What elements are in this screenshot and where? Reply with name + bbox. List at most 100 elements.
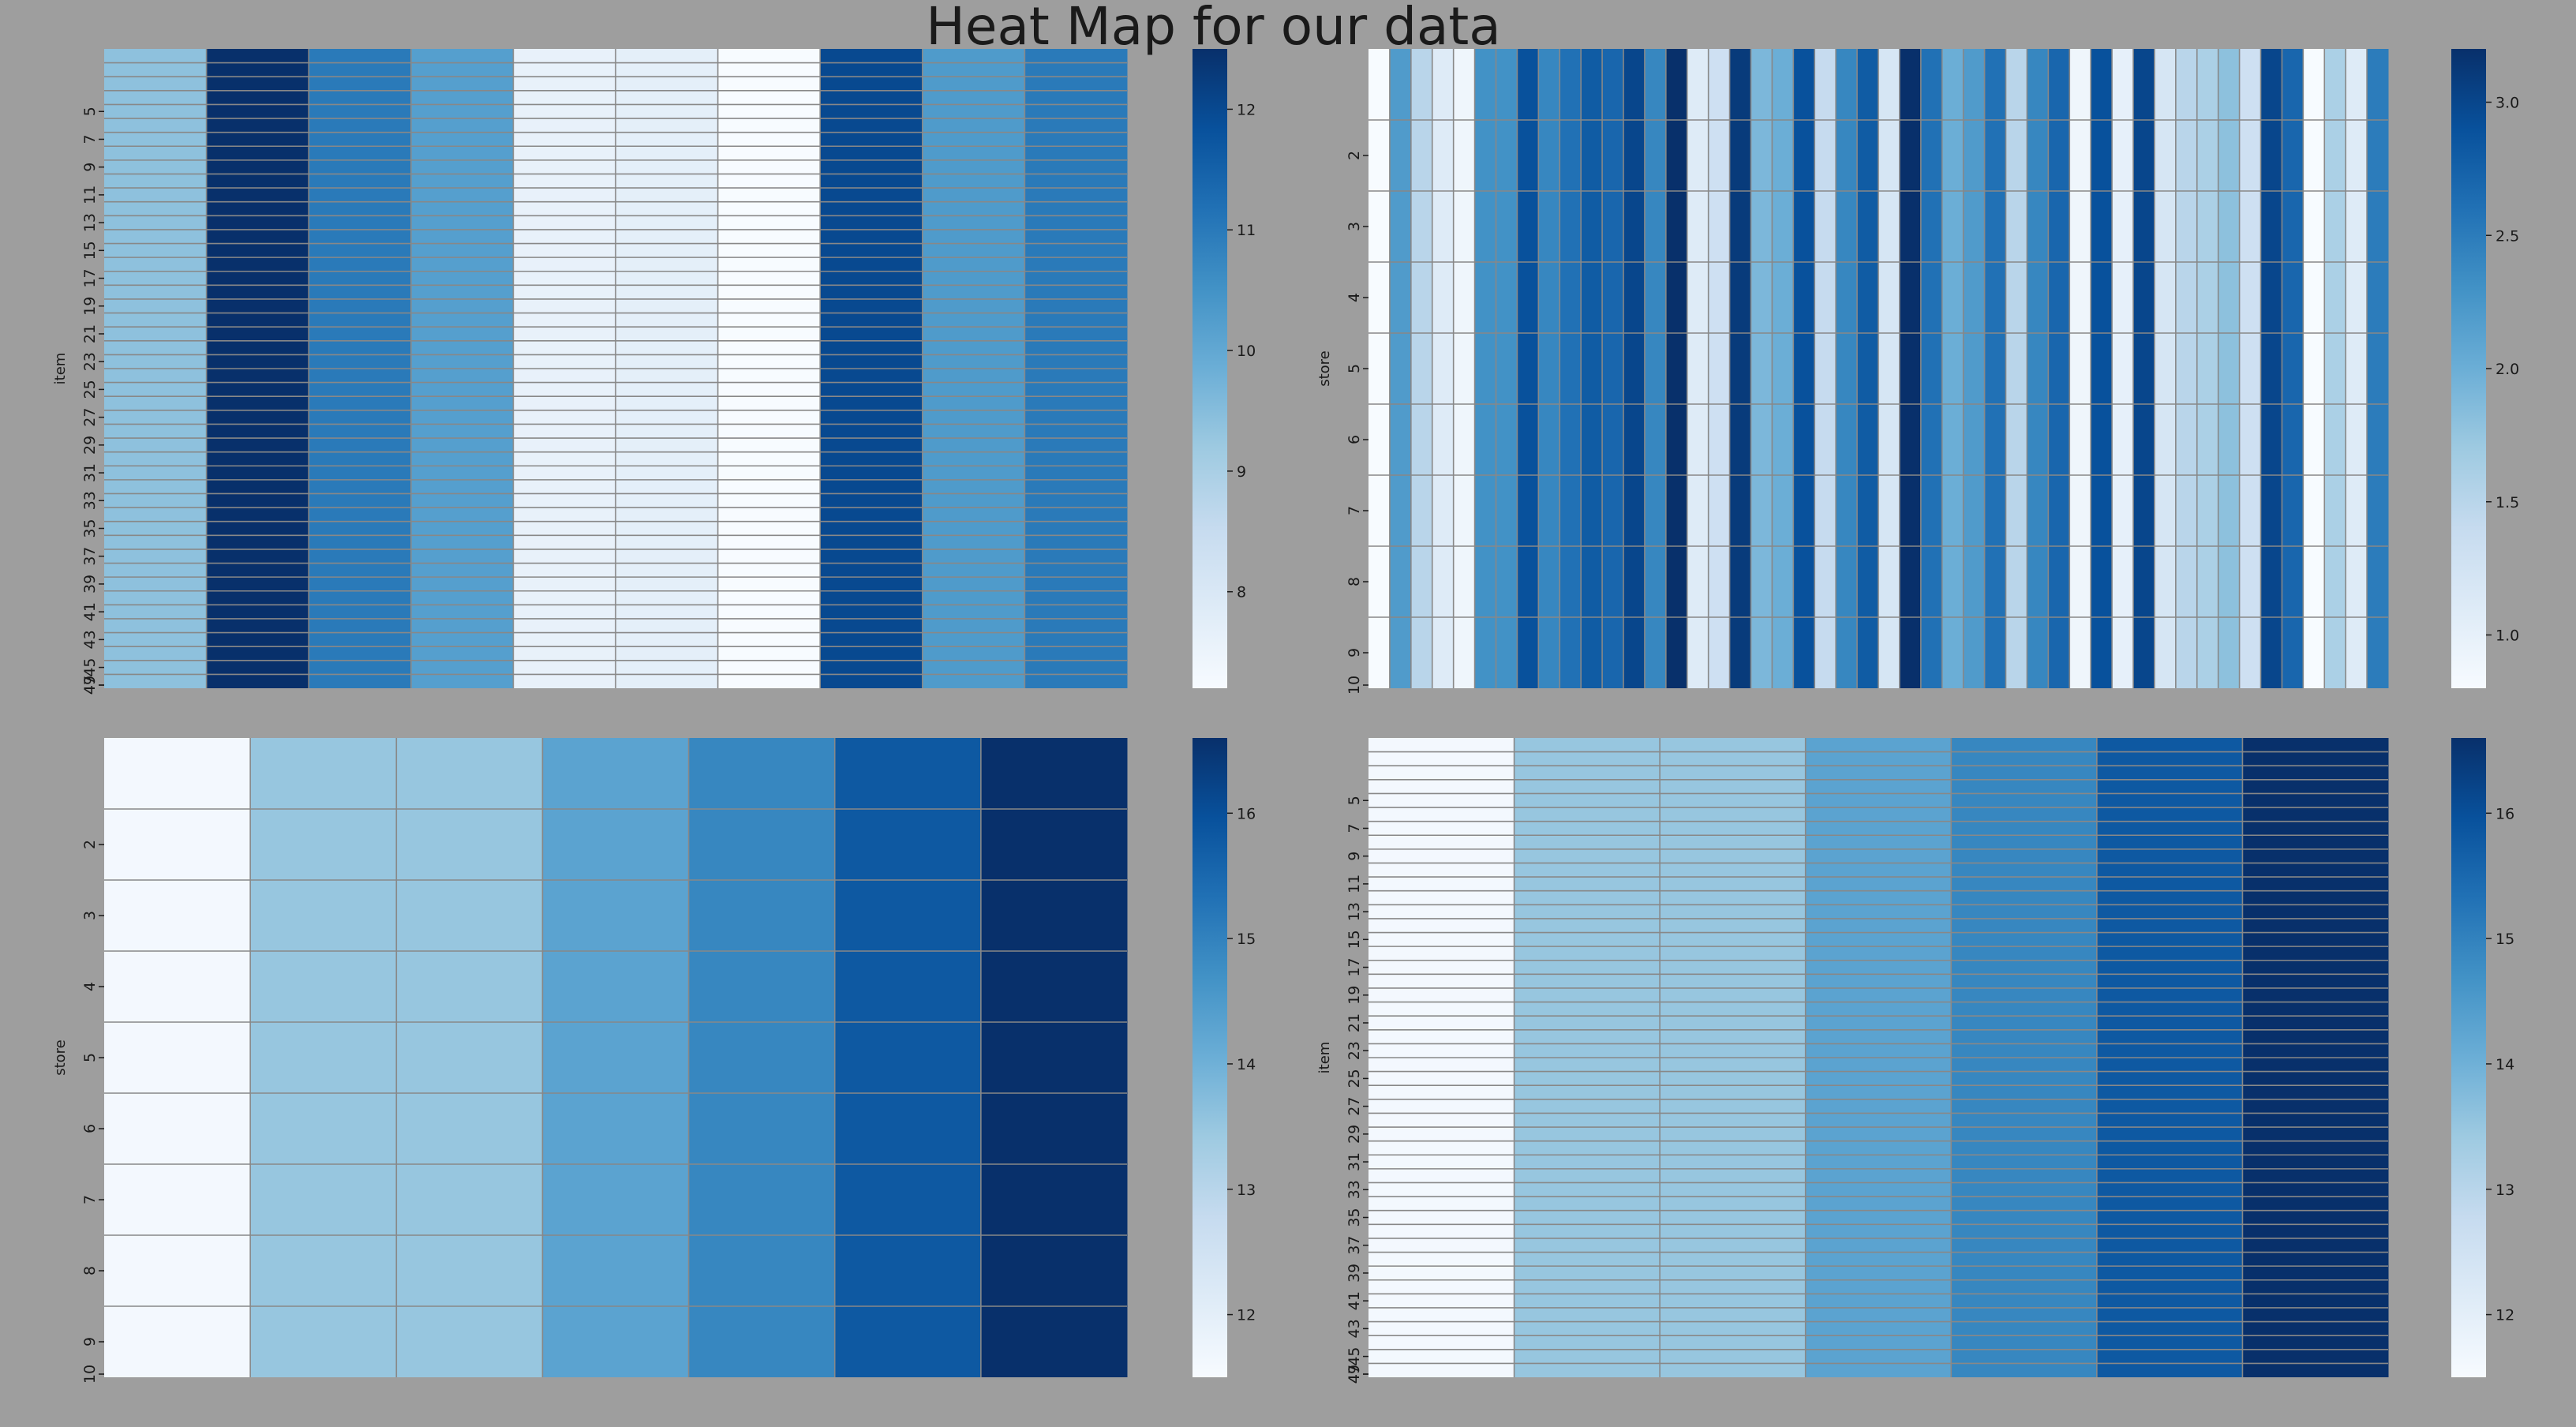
y-tick-label: 41 (1346, 1291, 1363, 1310)
y-tick-label: 2 (81, 840, 99, 849)
y-tick-label: 6 (81, 1124, 99, 1133)
heatmap-grid (104, 49, 1127, 688)
heatmap-cell-column-15 (1665, 49, 1688, 688)
colorbar-gradient (1193, 738, 1227, 1377)
heatmap-cell-column-6 (1474, 49, 1496, 688)
y-tick-label: 37 (1346, 1236, 1363, 1255)
y-tick-label: 29 (1346, 1125, 1363, 1144)
heatmap-cell-column-2 (250, 738, 397, 1377)
y-tick-label: 2 (1346, 151, 1363, 160)
y-tick-label: 7 (81, 134, 99, 144)
y-tick-label: 7 (1346, 823, 1363, 833)
heatmap-cell-column-10 (1559, 49, 1582, 688)
y-tick-label: 13 (1346, 902, 1363, 921)
heatmap-cell-column-5 (688, 738, 836, 1377)
y-tick-label: 37 (81, 547, 99, 566)
y-tick-label: 15 (1346, 930, 1363, 949)
y-axis-ticks: 2 3 4 5 6 7 8 9 10 (81, 840, 104, 1384)
heatmap-cell-column-14 (1644, 49, 1667, 688)
colorbar-tick-label: 13 (1237, 1182, 1256, 1199)
y-tick-label: 19 (1346, 986, 1363, 1005)
colorbar-tick-label: 11 (1237, 222, 1256, 239)
heatmap-cell-column-2 (1389, 49, 1412, 688)
heatmap-cell-column-43 (2260, 49, 2282, 688)
y-tick-label: 41 (81, 602, 99, 621)
y-tick-label: 4 (81, 982, 99, 991)
y-tick-label: 13 (81, 213, 99, 232)
colorbar-tick-label: 15 (1237, 931, 1256, 948)
heatmap-cell-column-32 (2027, 49, 2049, 688)
y-tick-label: 17 (81, 268, 99, 287)
y-tick-label: 8 (81, 1266, 99, 1275)
colorbar-tick-label: 13 (2496, 1182, 2514, 1199)
heatmap-cell-column-12 (1602, 49, 1624, 688)
colorbar-tick-label: 12 (1237, 101, 1256, 118)
y-axis-label: store (1316, 350, 1333, 387)
colorbar-gradient (2451, 738, 2486, 1377)
y-axis-label: item (52, 353, 69, 385)
heatmap-cell-column-9 (1538, 49, 1560, 688)
heatmap-cell-column-26 (1899, 49, 1922, 688)
y-axis-ticks: 5 7 9 11 13 15 17 19 21 23 25 27 29 31 33 35 37 39 41 43 454… (1346, 796, 1368, 1384)
heatmap-cell-column-20 (1772, 49, 1794, 688)
colorbar-tick-label: 1.0 (2496, 627, 2519, 645)
heatmap-panel-top-right: 2 3 4 5 6 7 8 9 10 store 1.0 1.5 2.0 2.5 3.0 (1316, 49, 2519, 695)
heatmap-cell-column-47 (2346, 49, 2368, 688)
y-tick-label: 33 (81, 491, 99, 510)
heatmap-cell-column-18 (1729, 49, 1751, 688)
heatmap-cell-column-31 (2005, 49, 2027, 688)
y-tick-label: 11 (81, 185, 99, 204)
y-tick-label: 7 (81, 1195, 99, 1204)
heatmap-cell-column-35 (2091, 49, 2113, 688)
y-tick-label: 33 (1346, 1180, 1363, 1199)
y-tick-label: 47 (1346, 1365, 1363, 1384)
heatmap-cell-column-39 (2175, 49, 2198, 688)
colorbar: 1.0 1.5 2.0 2.5 3.0 (2451, 49, 2519, 688)
colorbar-tick-label: 2.0 (2496, 361, 2519, 378)
heatmap-cell-column-34 (2069, 49, 2091, 688)
y-tick-label: 9 (81, 1337, 99, 1346)
y-axis-label: item (1316, 1042, 1333, 1074)
y-tick-label: 19 (81, 297, 99, 316)
y-axis-ticks: 2 3 4 5 6 7 8 9 10 (1346, 151, 1368, 695)
heatmap-cell-column-21 (1793, 49, 1815, 688)
y-tick-label: 4 (1346, 293, 1363, 302)
colorbar-gradient (2451, 49, 2486, 688)
heatmap-cell-column-3 (1410, 49, 1433, 688)
y-tick-label: 17 (1346, 957, 1363, 976)
y-tick-label: 31 (81, 463, 99, 482)
heatmap-cell-column-19 (1750, 49, 1773, 688)
heatmap-cell-column-11 (1581, 49, 1603, 688)
heatmap-cell-column-7 (980, 738, 1128, 1377)
heatmap-cell-column-48 (2367, 49, 2389, 688)
heatmap-cell-column-1 (1368, 49, 1391, 688)
heatmap-cell-column-8 (1517, 49, 1539, 688)
y-tick-label: 45 (81, 657, 99, 676)
y-tick-label: 23 (1346, 1041, 1363, 1060)
y-tick-label: 10 (1346, 676, 1363, 695)
colorbar-tick-label: 14 (1237, 1056, 1256, 1073)
colorbar: 12 13 14 15 16 (2451, 738, 2514, 1377)
heatmap-panel-top-left: 5 7 9 11 13 15 17 19 21 23 25 27 29 31 33 35 37 39 41 43 454… (52, 49, 1256, 695)
heatmap-cell-column-13 (1623, 49, 1646, 688)
colorbar-tick-label: 9 (1237, 463, 1246, 481)
heatmap-cell-column-45 (2303, 49, 2325, 688)
y-tick-label: 47 (81, 676, 99, 695)
heatmap-cell-column-37 (2133, 49, 2155, 688)
heatmap-cell-column-41 (2218, 49, 2241, 688)
y-tick-label: 15 (81, 241, 99, 260)
y-tick-label: 23 (81, 352, 99, 371)
heatmap-cell-column-27 (1920, 49, 1943, 688)
heatmap-cell-column-7 (1496, 49, 1518, 688)
heatmap-cell-column-36 (2112, 49, 2134, 688)
heatmap-grid (1368, 49, 2388, 688)
heatmap-cell-column-1 (104, 738, 251, 1377)
heatmap-cell-column-30 (1984, 49, 2006, 688)
y-tick-label: 6 (1346, 435, 1363, 444)
y-tick-label: 3 (81, 911, 99, 920)
y-tick-label: 49 (81, 676, 99, 695)
colorbar-tick-label: 14 (2496, 1056, 2514, 1073)
heatmap-cell-column-22 (1814, 49, 1837, 688)
heatmap-cell-column-4 (1432, 49, 1455, 688)
heatmap-grid (104, 738, 1127, 1377)
